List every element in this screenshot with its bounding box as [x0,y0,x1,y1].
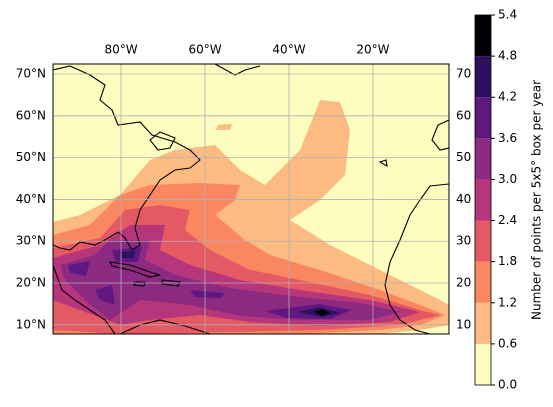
y-tick-label: 10°N [16,317,46,331]
colorbar-tick-label: 3.0 [498,172,517,186]
colorbar-segment [475,138,491,180]
colorbar-segment [475,261,491,303]
y2-tick-label: 20 [456,276,471,290]
colorbar-tick-label: 5.4 [498,8,517,22]
colorbar-segment [475,179,491,221]
coastline [119,319,211,334]
x-tick-label: 40°W [272,43,305,57]
coastline [53,65,201,251]
coastline [53,264,116,334]
y2-tick-label: 70 [456,67,471,81]
contour-region [120,251,340,317]
x-tick-label: 60°W [188,43,221,57]
colorbar-tick-label: 4.2 [498,90,517,104]
colorbar-segment [475,220,491,262]
y2-tick-label: 10 [456,317,471,331]
y2-tick-label: 60 [456,108,471,122]
colorbar-tick-label: 1.8 [498,254,517,268]
y-tick-label: 20°N [16,276,46,290]
map [53,64,449,334]
colorbar-segment [475,97,491,139]
y-tick-label: 30°N [16,234,46,248]
y-tick-label: 70°N [16,67,46,81]
colorbar-tick-label: 2.4 [498,213,517,227]
colorbar-label: Number of points per 5x5° box per year [530,80,544,320]
y-tick-label: 60°N [16,108,46,122]
colorbar-segment [475,302,491,344]
grid [53,64,449,334]
colorbar-tick-label: 3.6 [498,131,517,145]
coastline [378,159,388,168]
colorbar-tick-label: 0.0 [498,378,517,392]
x-tick-label: 20°W [356,43,389,57]
coastline [384,183,449,334]
colorbar-tick-label: 1.2 [498,295,517,309]
y2-tick-label: 50 [456,150,471,164]
colorbar-segment [475,343,491,385]
colorbar-tick-label: 0.6 [498,336,517,350]
colorbar-segment [475,15,491,57]
coastline [149,131,176,151]
x-tick-label: 80°W [104,43,137,57]
colorbar-tick-label: 4.8 [498,49,517,63]
axes-frame [52,63,450,335]
contour-region [60,240,400,320]
contour-region [314,309,330,316]
y-tick-label: 40°N [16,192,46,206]
coastlines [53,64,449,334]
y2-tick-label: 30 [456,234,471,248]
colorbar-segment [475,56,491,98]
colorbar [475,15,491,385]
y-tick-label: 50°N [16,150,46,164]
y2-tick-label: 40 [456,192,471,206]
colorbar-frame [474,14,492,386]
coastline [214,64,261,76]
coastline [431,119,449,151]
